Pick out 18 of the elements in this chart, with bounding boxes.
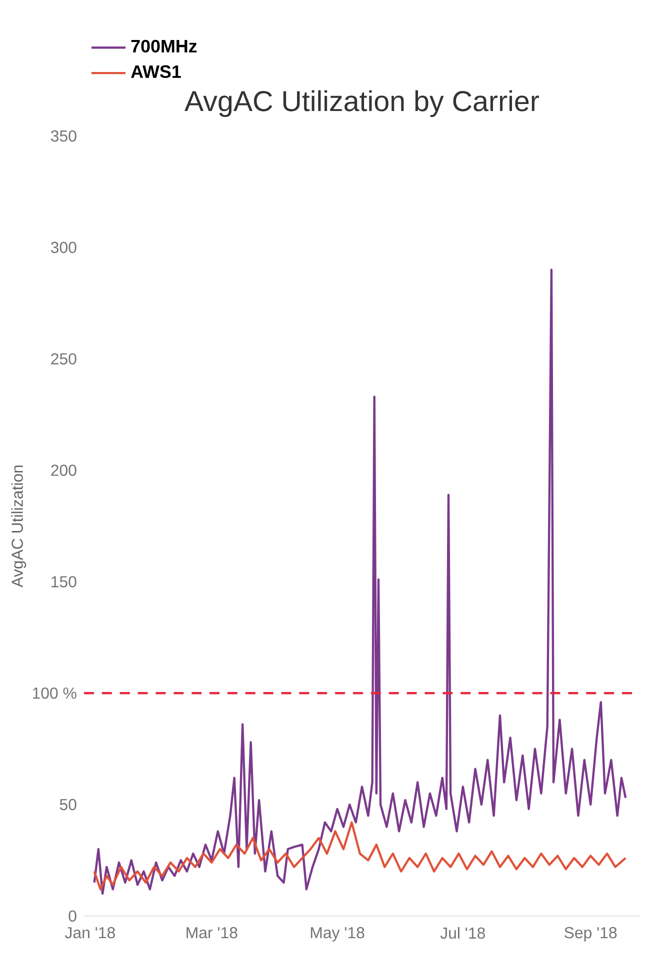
y-tick-label: 300 (50, 242, 76, 254)
y-axis-title: AvgAC Utilization (11, 466, 26, 588)
legend-label: 700MHz (131, 40, 197, 53)
x-tick-label: Sep '18 (564, 927, 617, 942)
y-tick-label: 200 (51, 464, 76, 476)
y-tick-label: 250 (51, 353, 76, 364)
y-tick-label: 350 (50, 130, 76, 142)
line-series (93, 268, 627, 895)
x-tick-label: May '18 (310, 927, 364, 942)
y-tick-label: 0 (68, 910, 76, 922)
x-tick-label: Jul '18 (440, 927, 485, 939)
x-tick-label: Jan '18 (64, 927, 115, 938)
chart-title: AvgAC Utilization by Carrier (184, 90, 539, 118)
y-tick-label: 150 (52, 576, 76, 588)
y-tick-label: 100 % (32, 688, 76, 699)
x-tick-label: Mar '18 (186, 927, 238, 938)
legend-label: AWS1 (131, 65, 181, 78)
y-tick-label: 50 (60, 798, 76, 810)
